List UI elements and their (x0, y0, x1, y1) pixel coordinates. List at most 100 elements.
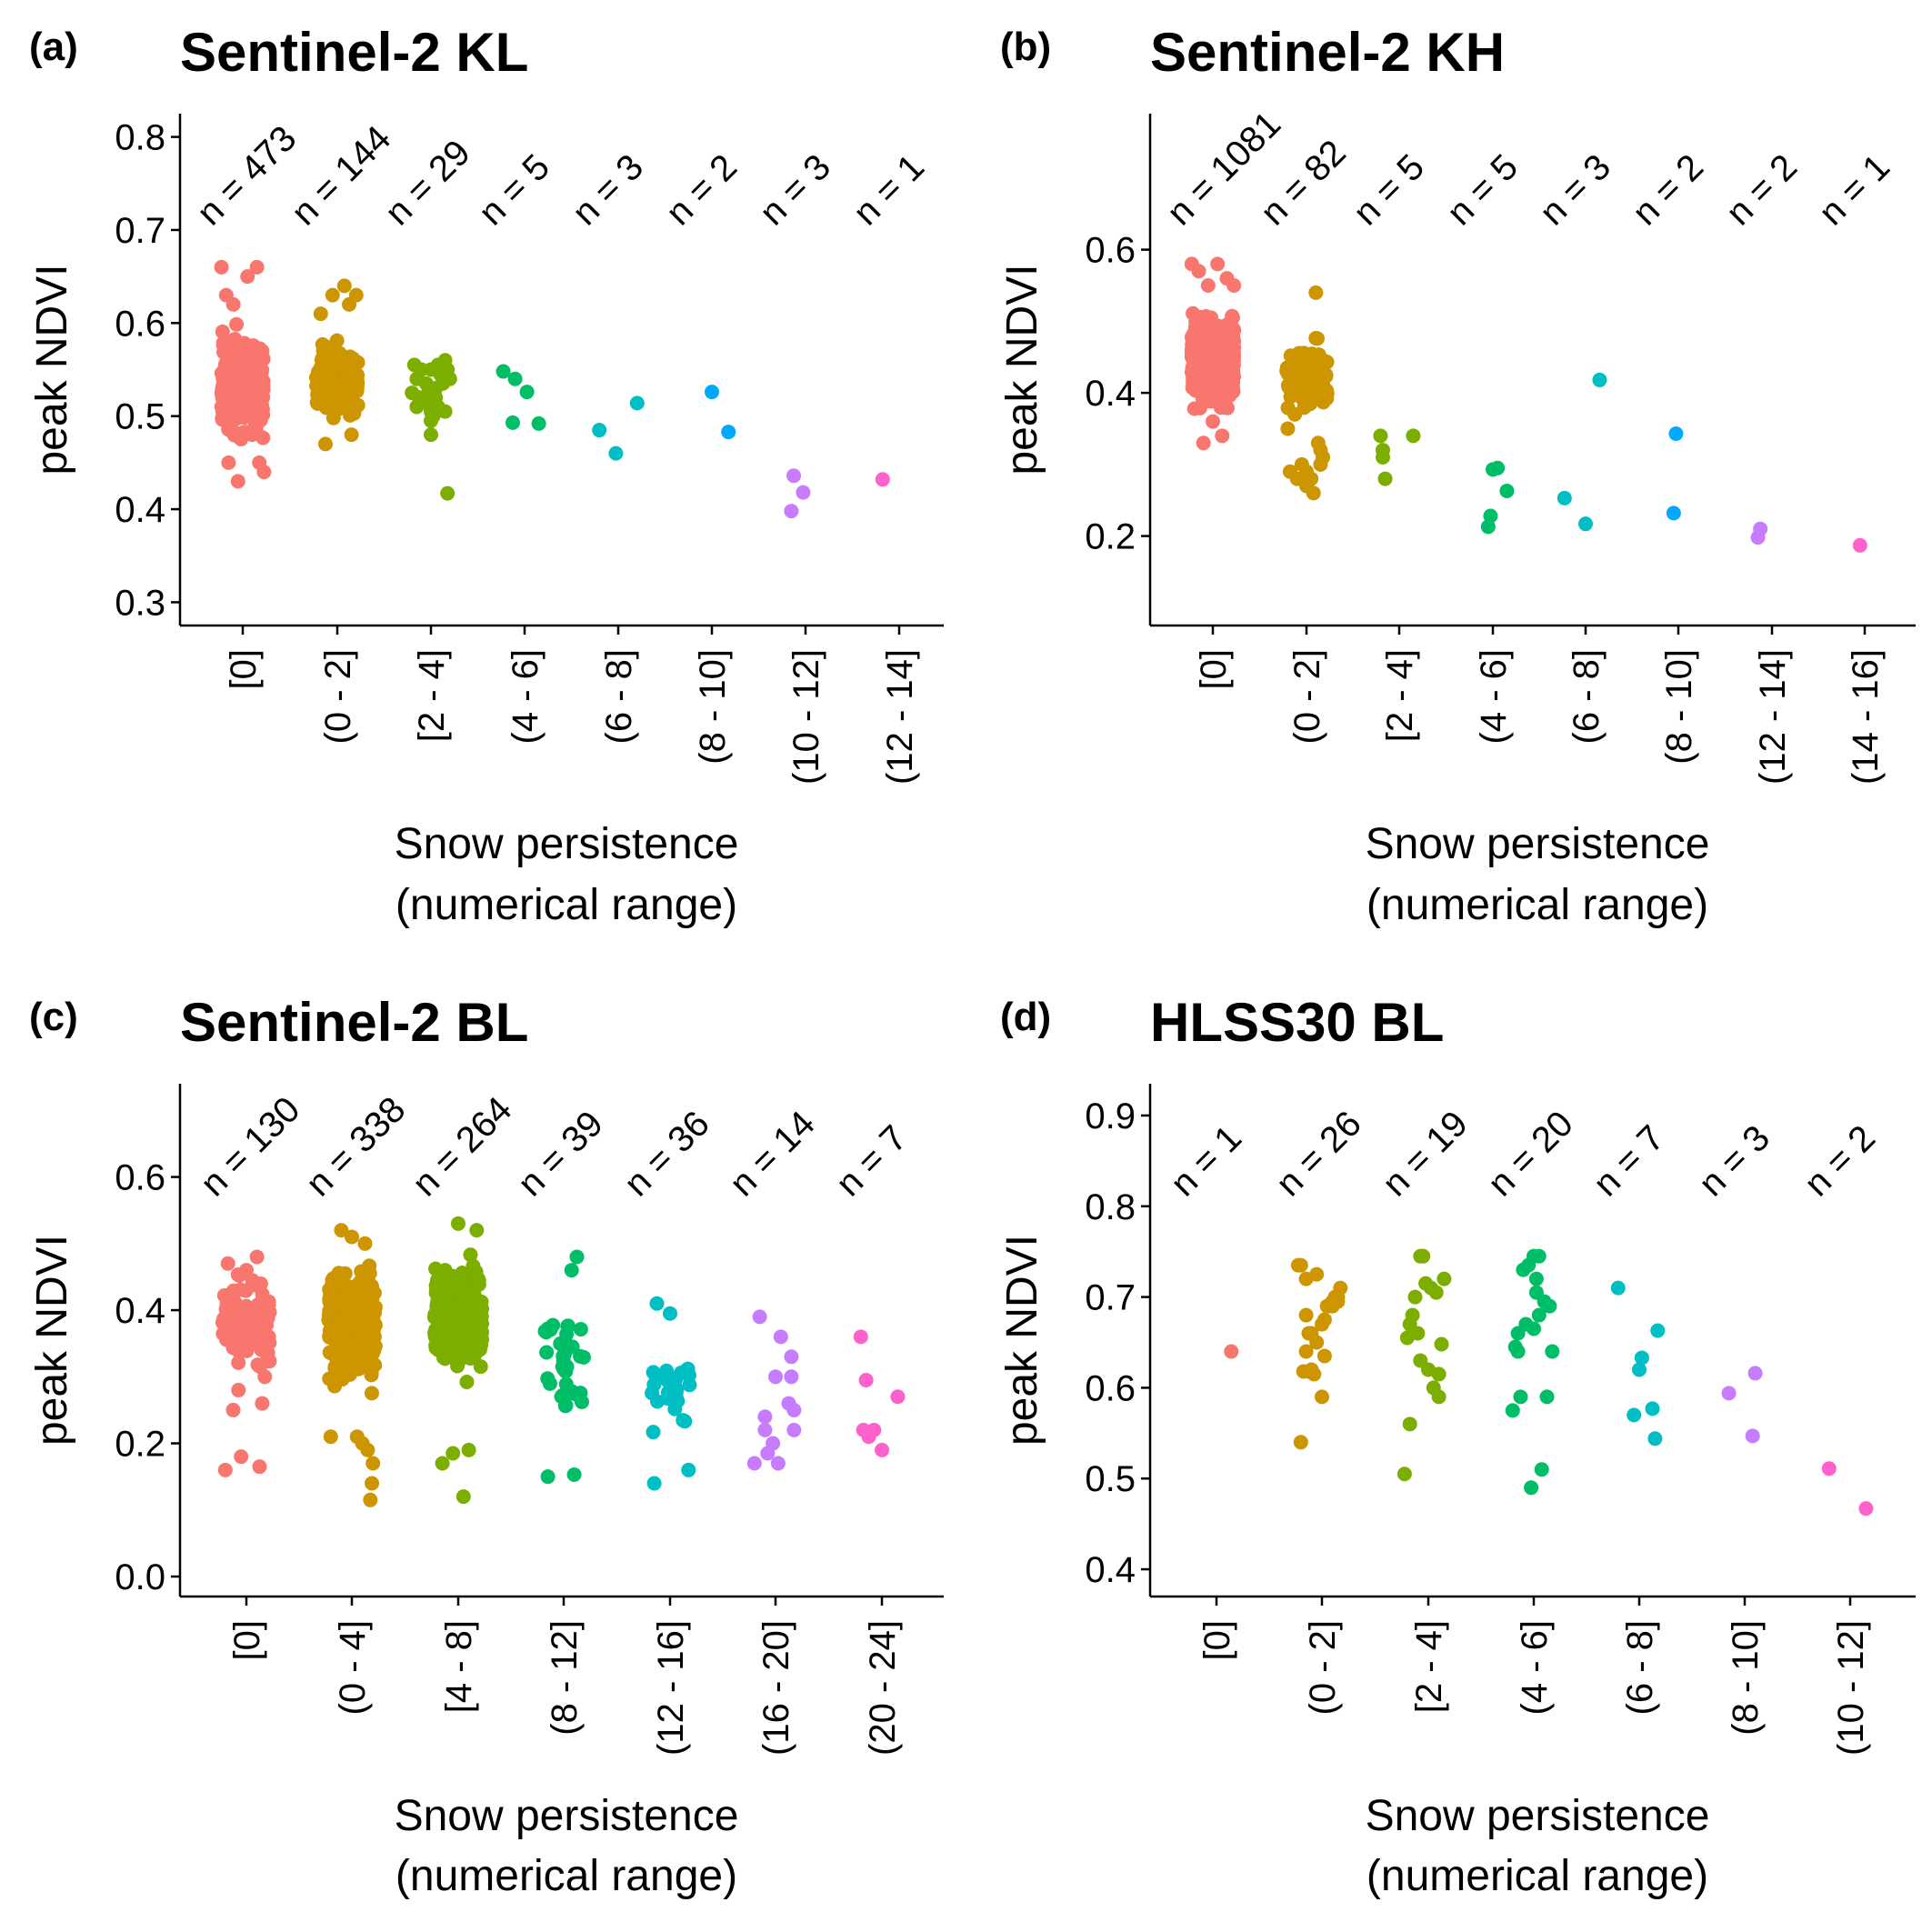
data-point (1319, 383, 1335, 398)
data-point (335, 397, 350, 413)
panel-d-plot: 0.4 0.5 0.6 0.7 0.8 0.9 peak NDVI [0] (0 - 2] [2 … (998, 1084, 1916, 1900)
data-point (506, 415, 520, 430)
data-point (676, 1413, 691, 1428)
series-3 (1480, 460, 1515, 535)
y-tick-label: 0.3 (115, 583, 165, 623)
data-point (339, 1366, 355, 1381)
data-point (853, 1329, 868, 1345)
data-point (608, 445, 624, 461)
y-tick-label: 0.7 (1085, 1278, 1136, 1318)
data-point (1319, 355, 1335, 370)
series-2 (1396, 1248, 1452, 1482)
data-point (1499, 483, 1515, 498)
count-label: n = 26 (1268, 1104, 1369, 1205)
data-point (1308, 285, 1324, 300)
data-point (363, 1356, 378, 1371)
data-point (1224, 1344, 1239, 1359)
data-point (786, 1422, 802, 1437)
count-label: n = 2 (1797, 1118, 1883, 1205)
series-4 (1610, 1280, 1666, 1446)
data-point (1505, 1403, 1520, 1418)
data-point (234, 431, 249, 446)
x-tick-label: (10 - 12] (786, 649, 826, 785)
panel-c: (c) Sentinel-2 BL 0.0 0.2 0.4 0.6 peak NDVI [… (28, 992, 944, 1900)
data-point (507, 371, 523, 386)
data-point (1423, 1280, 1438, 1296)
panel-b-y-axis-title: peak NDVI (998, 264, 1046, 475)
data-point (229, 316, 245, 332)
data-point (1539, 1389, 1555, 1405)
count-label: n = 14 (722, 1104, 823, 1205)
data-point (234, 1449, 249, 1465)
data-point (1219, 335, 1235, 350)
data-point (1436, 1271, 1452, 1286)
y-tick-label: 0.7 (115, 211, 165, 251)
series-5 (1666, 425, 1684, 521)
panel-b-x-axis-title-line: (numerical range) (1366, 881, 1708, 929)
data-point (559, 1326, 575, 1342)
data-point (531, 415, 546, 431)
series-7 (1852, 537, 1867, 553)
data-point (473, 1359, 488, 1375)
y-tick-label: 0.6 (1085, 1368, 1136, 1408)
data-point (1431, 1389, 1446, 1405)
data-point (451, 1216, 465, 1231)
y-tick-label: 0.9 (1085, 1096, 1136, 1136)
data-point (1201, 376, 1216, 392)
x-tick-label: (4 - 6] (1515, 1620, 1555, 1715)
data-point (435, 1290, 450, 1306)
data-point (223, 398, 238, 414)
data-point (435, 1456, 450, 1471)
y-tick-label: 0.2 (1085, 517, 1136, 557)
data-point (1299, 350, 1315, 365)
data-point (1197, 348, 1213, 364)
y-tick-label: 0.8 (1085, 1187, 1136, 1227)
count-label: n = 19 (1375, 1104, 1476, 1205)
data-point (329, 375, 345, 390)
series-1 (308, 278, 365, 452)
panel-d-x-axis-title-line: Snow persistence (1366, 1792, 1710, 1840)
series-0 (1224, 1344, 1239, 1359)
panel-c-letter: (c) (29, 995, 78, 1039)
data-point (1402, 1416, 1417, 1432)
series-0 (1184, 256, 1242, 451)
data-point (218, 287, 234, 303)
data-point (1747, 1366, 1763, 1381)
panel-d-x-axis-title-line: (numerical range) (1366, 1852, 1708, 1900)
data-point (461, 1442, 476, 1457)
data-point (1186, 375, 1201, 390)
data-point (1406, 428, 1421, 444)
count-label: n = 7 (828, 1118, 915, 1205)
panel-b: (b) Sentinel-2 KH 0.2 0.4 0.6 peak NDVI [0] (… (998, 22, 1916, 929)
series-4 (1557, 372, 1607, 532)
data-point (786, 1402, 802, 1417)
data-point (1315, 1389, 1329, 1405)
x-tick-label: (8 - 10] (693, 649, 733, 765)
data-point (1316, 1348, 1332, 1364)
data-point (220, 1256, 235, 1271)
x-tick-label: (4 - 6] (1474, 649, 1514, 744)
data-point (566, 1467, 582, 1482)
data-point (230, 474, 245, 489)
data-point (318, 436, 333, 452)
data-point (345, 379, 360, 395)
data-point (343, 366, 358, 382)
data-point (455, 1489, 471, 1505)
data-point (1627, 1407, 1642, 1423)
data-point (1200, 277, 1216, 293)
panel-a-x-axis-title-line: Snow persistence (395, 820, 739, 868)
data-point (437, 353, 453, 368)
series-3 (496, 364, 546, 431)
data-point (1284, 373, 1299, 388)
data-point (766, 1436, 781, 1451)
data-point (249, 259, 265, 275)
data-point (450, 1358, 465, 1374)
data-point (310, 395, 325, 411)
data-point (866, 1422, 882, 1437)
x-tick-label: (12 - 14] (1753, 649, 1793, 785)
data-point (1528, 1285, 1544, 1300)
data-point (437, 1351, 453, 1366)
data-point (348, 287, 364, 303)
data-point (1280, 421, 1296, 436)
data-point (1330, 1294, 1346, 1309)
